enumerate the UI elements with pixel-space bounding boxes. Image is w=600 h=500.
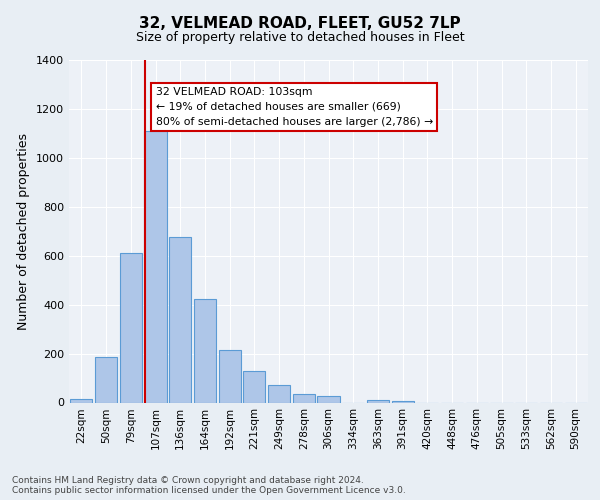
Text: 32 VELMEAD ROAD: 103sqm
← 19% of detached houses are smaller (669)
80% of semi-d: 32 VELMEAD ROAD: 103sqm ← 19% of detache…	[155, 87, 433, 126]
Bar	[367, 400, 389, 402]
Y-axis label: Number of detached properties: Number of detached properties	[17, 132, 31, 330]
Bar	[119, 254, 142, 402]
Bar	[268, 386, 290, 402]
Bar	[243, 370, 265, 402]
Bar	[218, 350, 241, 403]
Bar	[145, 131, 167, 402]
Text: 32, VELMEAD ROAD, FLEET, GU52 7LP: 32, VELMEAD ROAD, FLEET, GU52 7LP	[139, 16, 461, 31]
Bar	[194, 298, 216, 403]
Text: Size of property relative to detached houses in Fleet: Size of property relative to detached ho…	[136, 31, 464, 44]
Bar	[169, 238, 191, 402]
Bar	[293, 394, 315, 402]
Bar	[95, 357, 117, 403]
Bar	[70, 399, 92, 402]
Text: Contains HM Land Registry data © Crown copyright and database right 2024.
Contai: Contains HM Land Registry data © Crown c…	[12, 476, 406, 495]
Bar	[317, 396, 340, 402]
